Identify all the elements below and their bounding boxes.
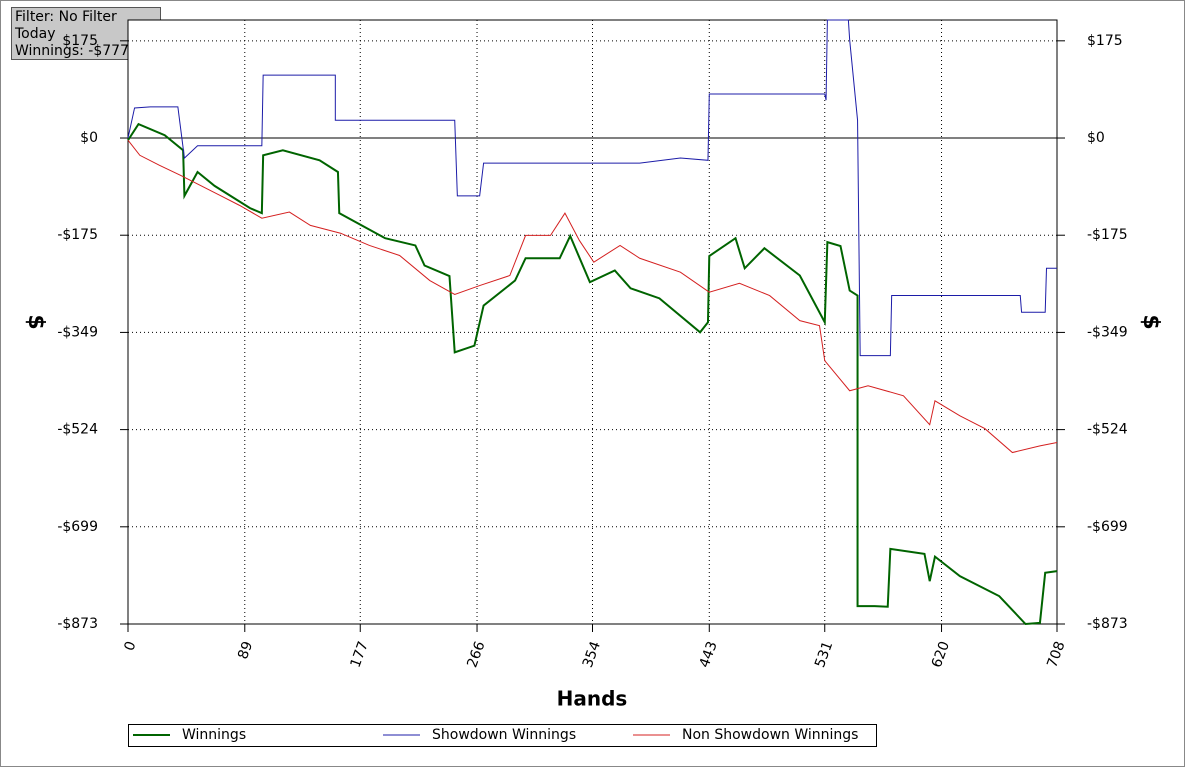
legend-label: Non Showdown Winnings: [682, 727, 858, 743]
legend-label: Showdown Winnings: [432, 727, 576, 743]
y-tick-label: -$349: [57, 324, 98, 340]
y2-tick-label: -$873: [1087, 616, 1128, 632]
y2-axis-label: $: [1138, 314, 1163, 329]
series-line: [127, 19, 1057, 357]
y-tick-label: -$524: [57, 422, 98, 438]
legend: [128, 724, 877, 747]
series-line: [127, 139, 1058, 454]
legend-label: Winnings: [182, 727, 246, 743]
y-tick-label: $0: [80, 130, 98, 146]
y-tick-label: -$175: [57, 227, 98, 243]
y2-tick-label: -$524: [1087, 422, 1128, 438]
y2-tick-label: -$349: [1087, 324, 1128, 340]
y2-tick-label: -$699: [1087, 519, 1128, 535]
y-tick-label: $175: [62, 33, 98, 49]
x-tick-label: 89: [235, 639, 256, 661]
y2-tick-label: $0: [1087, 130, 1105, 146]
info-period: Today: [14, 26, 56, 42]
y2-tick-label: $175: [1087, 33, 1123, 49]
y-tick-label: -$699: [57, 519, 98, 535]
plot-area: [127, 19, 1058, 625]
info-filter: Filter: No Filter: [15, 9, 117, 25]
y2-tick-label: -$175: [1087, 227, 1128, 243]
y-tick-label: -$873: [57, 616, 98, 632]
series-line: [127, 122, 1058, 626]
info-winnings: Winnings: -$777.15: [15, 43, 151, 59]
y-axis-label: $: [23, 314, 48, 329]
x-axis-label: Hands: [557, 687, 628, 711]
